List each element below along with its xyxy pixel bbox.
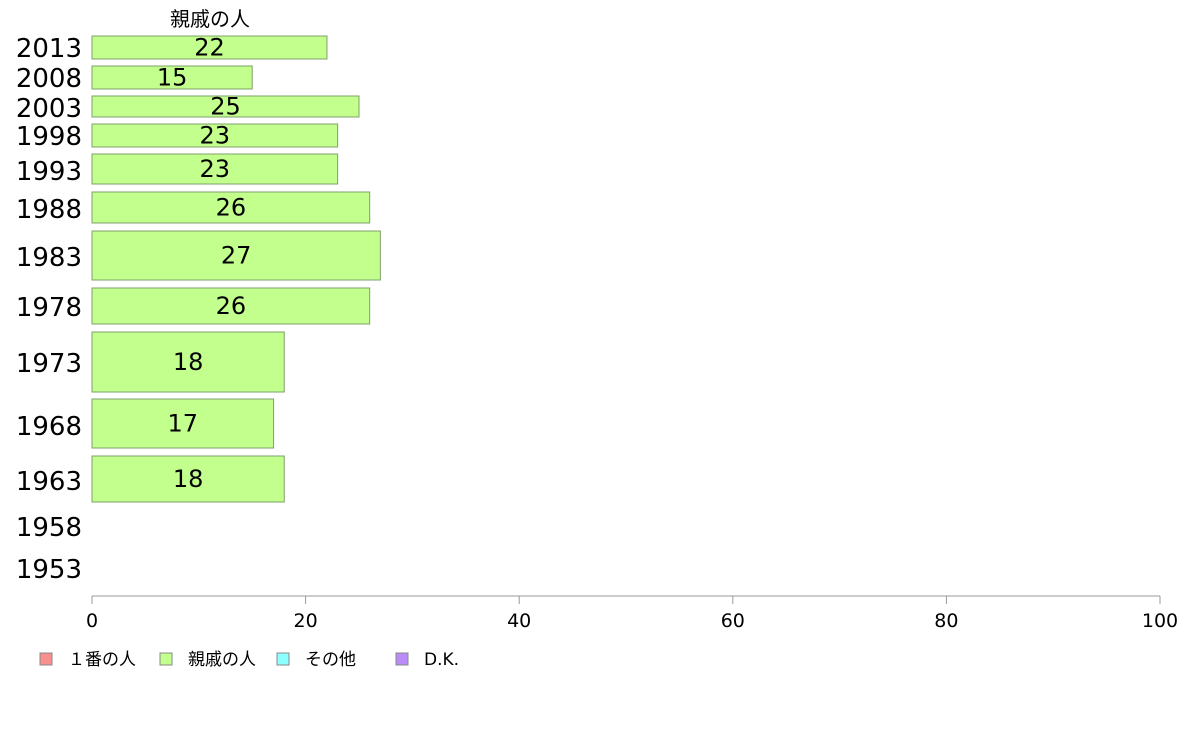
year-label: 1973 (16, 349, 82, 379)
year-label: 1988 (16, 195, 82, 225)
bar-value-label: 25 (210, 93, 241, 121)
year-label: 2003 (16, 94, 82, 124)
x-axis: 0 20 40 60 80 100 (86, 595, 1178, 632)
bar (91, 191, 371, 224)
year-label: 1998 (16, 122, 82, 152)
legend-label: D.K. (424, 650, 459, 670)
bar (91, 153, 339, 185)
bar-value-label: 23 (200, 155, 231, 183)
x-tick-label: 0 (86, 610, 98, 632)
x-tick-label: 100 (1142, 610, 1178, 632)
bar-value-label: 26 (216, 292, 247, 320)
bar (91, 230, 381, 281)
legend-label: 親戚の人 (188, 650, 256, 670)
bar (91, 123, 339, 148)
legend-swatch (39, 652, 53, 666)
bar (91, 35, 328, 60)
year-label: 1993 (16, 157, 82, 187)
year-label: 1968 (16, 412, 82, 442)
bar (91, 287, 371, 325)
year-label: 1963 (16, 467, 82, 497)
year-label: 1978 (16, 293, 82, 323)
x-tick-label: 40 (507, 610, 531, 632)
year-label: 2013 (16, 34, 82, 64)
legend-label: １番の人 (68, 650, 136, 670)
bar (91, 95, 360, 118)
bar (91, 65, 253, 90)
legend-label: その他 (305, 650, 356, 670)
bar-value-label: 23 (200, 122, 231, 150)
bar (91, 331, 285, 393)
legend-swatch (395, 652, 409, 666)
legend: １番の人 親戚の人 その他 D.K. (39, 650, 459, 670)
legend-swatch (159, 652, 173, 666)
x-tick-label: 20 (294, 610, 318, 632)
x-tick-label: 60 (721, 610, 745, 632)
year-label: 1958 (16, 513, 82, 543)
series-title: 親戚の人 (170, 7, 250, 31)
year-label: 2008 (16, 64, 82, 94)
bar (91, 455, 285, 503)
bar-value-label: 26 (216, 194, 247, 222)
x-tick-label: 80 (934, 610, 958, 632)
bar-value-label: 22 (194, 34, 225, 62)
bar-value-label: 15 (157, 64, 188, 92)
year-label: 1953 (16, 555, 82, 585)
bar-value-label: 27 (221, 242, 252, 270)
bar-value-label: 18 (173, 465, 204, 493)
bar-value-label: 17 (168, 410, 199, 438)
bar (91, 398, 275, 449)
bar-value-label: 18 (173, 348, 204, 376)
year-label: 1983 (16, 243, 82, 273)
legend-swatch (276, 652, 290, 666)
